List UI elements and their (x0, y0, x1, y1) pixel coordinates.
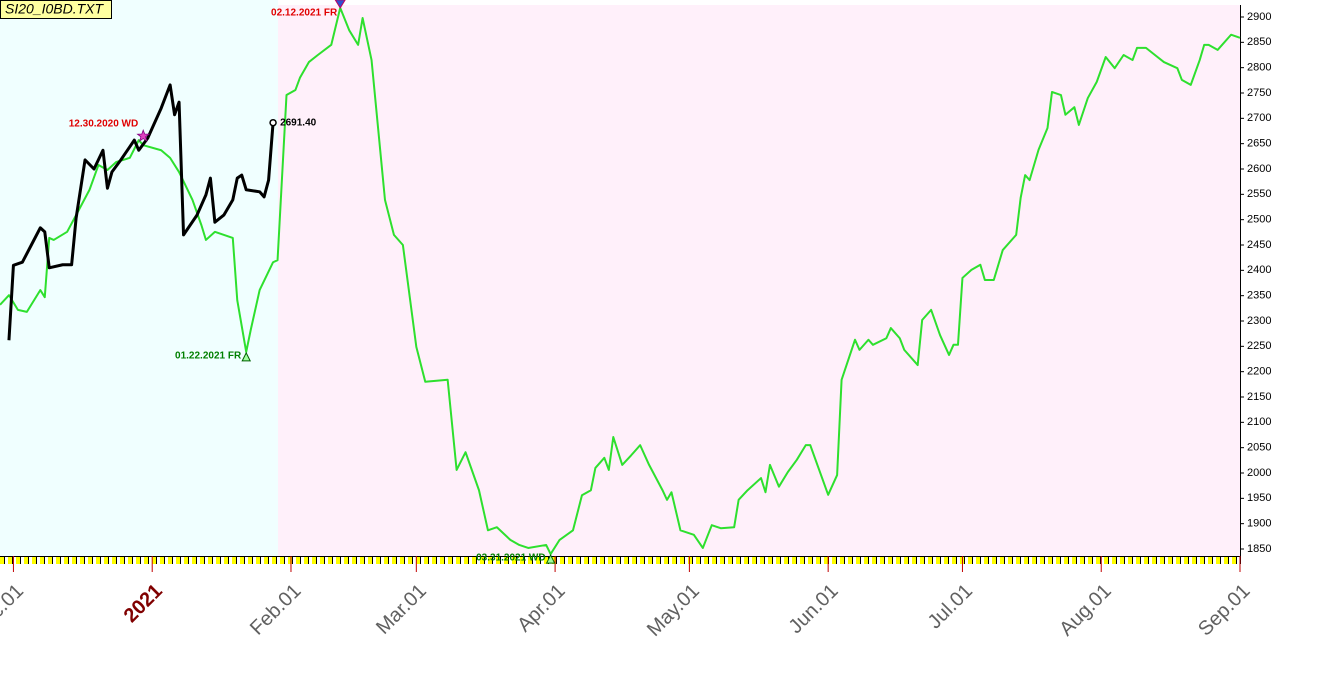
x-tick-label: Jun.01 (785, 580, 843, 638)
y-tick-label: 2900 (1247, 11, 1271, 23)
y-tick-label: 2350 (1247, 290, 1271, 302)
x-tick-label: Feb.01 (246, 580, 306, 640)
forecast-background (278, 5, 1240, 556)
y-tick-label: 2450 (1247, 239, 1271, 251)
y-tick-label: 2500 (1247, 214, 1271, 226)
high-marker (136, 128, 151, 142)
x-tick-label: Dec.01 (0, 580, 28, 640)
x-tick-label: Apr.01 (513, 580, 569, 636)
y-tick-label: 2550 (1247, 188, 1271, 200)
series-line (7, 83, 275, 341)
x-tick-label: Aug.01 (1055, 580, 1115, 640)
y-tick-label: 2750 (1247, 87, 1271, 99)
y-tick-label: 2100 (1247, 416, 1271, 428)
y-tick-label: 2700 (1247, 112, 1271, 124)
y-tick-label: 1850 (1247, 543, 1271, 555)
x-tick-label: Mar.01 (372, 580, 431, 639)
low-marker (545, 553, 556, 564)
annotation: 01.22.2021 FR (175, 351, 242, 362)
y-tick-label: 2200 (1247, 366, 1271, 378)
last-value-marker (269, 118, 277, 127)
y-tick-label: 2000 (1247, 467, 1271, 479)
y-tick-label: 1950 (1247, 492, 1271, 504)
annotation: 12.30.2020 WD (69, 119, 139, 130)
y-tick-label: 2400 (1247, 264, 1271, 276)
x-tick-label: 2021 (120, 580, 167, 627)
x-tick-label: May.01 (643, 580, 704, 641)
y-tick-label: 1900 (1247, 518, 1271, 530)
chart-title: SI20_I0BD.TXT (5, 1, 104, 17)
y-tick-label: 2250 (1247, 340, 1271, 352)
day-strip (0, 557, 1240, 564)
high-marker (334, 0, 346, 9)
y-tick-label: 2600 (1247, 163, 1271, 175)
annotation: 03.31.2021 WD (476, 553, 546, 564)
plot (0, 6, 1241, 556)
y-tick-label: 2300 (1247, 315, 1271, 327)
x-tick-label: Sep.01 (1194, 580, 1254, 640)
x-tick-label: Jul.01 (924, 580, 977, 633)
y-tick-label: 2850 (1247, 36, 1271, 48)
low-marker (241, 351, 252, 362)
y-tick-label: 2650 (1247, 138, 1271, 150)
series-line (0, 6, 1241, 556)
annotation: 2691.40 (280, 117, 317, 128)
y-tick-label: 2800 (1247, 62, 1271, 74)
title-box (0, 0, 112, 19)
annotation: 02.12.2021 FR (271, 8, 338, 19)
y-tick-label: 2150 (1247, 391, 1271, 403)
y-tick-label: 2050 (1247, 442, 1271, 454)
